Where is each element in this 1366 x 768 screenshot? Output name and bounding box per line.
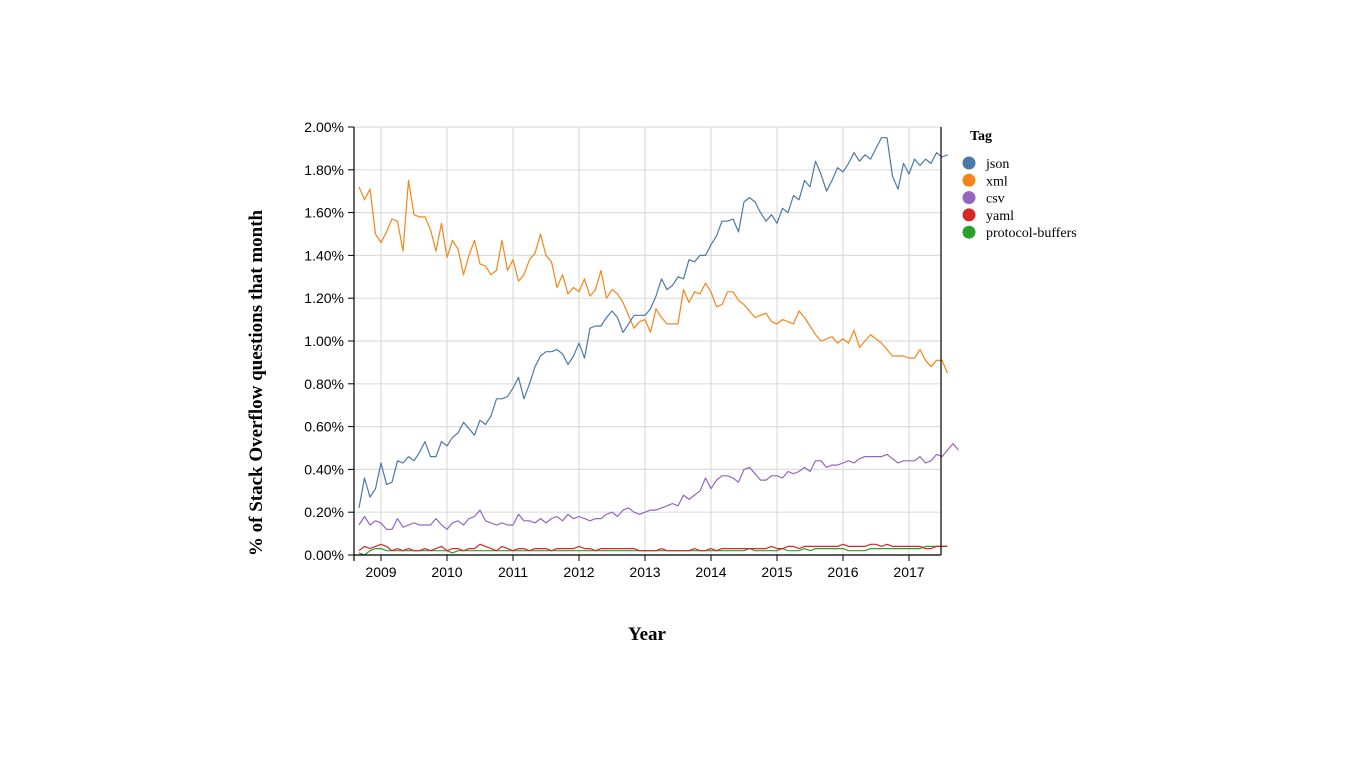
grid-lines xyxy=(354,126,941,556)
y-axis-title: % of Stack Overflow questions that month xyxy=(246,209,267,556)
y-tick-label: 0.20% xyxy=(304,504,344,520)
series-line-json xyxy=(358,137,948,509)
x-tick-label: 2012 xyxy=(563,564,594,580)
legend-label: csv xyxy=(986,192,1005,207)
x-tick-label: 2016 xyxy=(827,564,858,580)
legend-item-json: json xyxy=(962,156,1009,172)
y-tick-label: 1.20% xyxy=(304,290,344,306)
x-tick-label: 2013 xyxy=(629,564,660,580)
y-tick-label: 2.00% xyxy=(304,119,344,135)
y-tick-label: 0.80% xyxy=(304,376,344,392)
y-tick-label: 1.80% xyxy=(304,162,344,178)
legend-swatch-icon xyxy=(962,173,976,187)
legend-label: protocol-buffers xyxy=(986,226,1077,241)
series-line-csv xyxy=(358,443,959,530)
series-line-xml xyxy=(358,179,949,374)
x-tick-label: 2010 xyxy=(431,564,462,580)
x-tick-label: 2014 xyxy=(695,564,726,580)
legend: Tag json xml csv yaml protocol-buffers xyxy=(962,129,1077,241)
legend-label: xml xyxy=(986,174,1008,189)
x-tick-label: 2009 xyxy=(365,564,396,580)
y-tick-label: 0.60% xyxy=(304,419,344,435)
legend-label: yaml xyxy=(986,209,1014,224)
y-tick-label: 0.00% xyxy=(304,547,344,563)
series-line-yaml xyxy=(358,543,948,552)
legend-item-xml: xml xyxy=(962,173,1008,189)
legend-item-csv: csv xyxy=(962,191,1005,207)
legend-item-yaml: yaml xyxy=(962,208,1014,224)
series-lines xyxy=(358,137,959,556)
x-tick-label: 2017 xyxy=(893,564,924,580)
y-tick-label: 0.40% xyxy=(304,461,344,477)
legend-item-protocol-buffers: protocol-buffers xyxy=(962,225,1077,241)
legend-label: json xyxy=(985,157,1009,172)
legend-swatch-icon xyxy=(962,208,976,222)
y-tick-label: 1.40% xyxy=(304,247,344,263)
y-tick-label: 1.00% xyxy=(304,333,344,349)
legend-swatch-icon xyxy=(962,225,976,239)
legend-title: Tag xyxy=(970,129,992,144)
legend-swatch-icon xyxy=(962,191,976,205)
y-tick-label: 1.60% xyxy=(304,205,344,221)
legend-swatch-icon xyxy=(962,156,976,170)
x-tick-label: 2011 xyxy=(498,564,528,580)
x-axis-title: Year xyxy=(628,624,667,645)
x-tick-label: 2015 xyxy=(761,564,792,580)
axes: 0.00% 0.20% 0.40% 0.60% 0.80% 1.00% 1.20% 1.40%… xyxy=(304,119,942,580)
